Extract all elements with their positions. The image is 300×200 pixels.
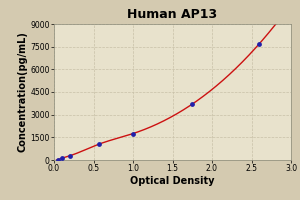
Title: Human AP13: Human AP13	[128, 8, 218, 21]
Point	[97, 143, 101, 146]
Point	[59, 157, 64, 160]
Point	[56, 158, 60, 161]
Point	[68, 154, 72, 157]
Y-axis label: Concentration(pg/mL): Concentration(pg/mL)	[18, 32, 28, 152]
Point	[190, 102, 195, 106]
X-axis label: Optical Density: Optical Density	[130, 176, 215, 186]
Point	[257, 42, 262, 45]
Point	[130, 132, 135, 135]
